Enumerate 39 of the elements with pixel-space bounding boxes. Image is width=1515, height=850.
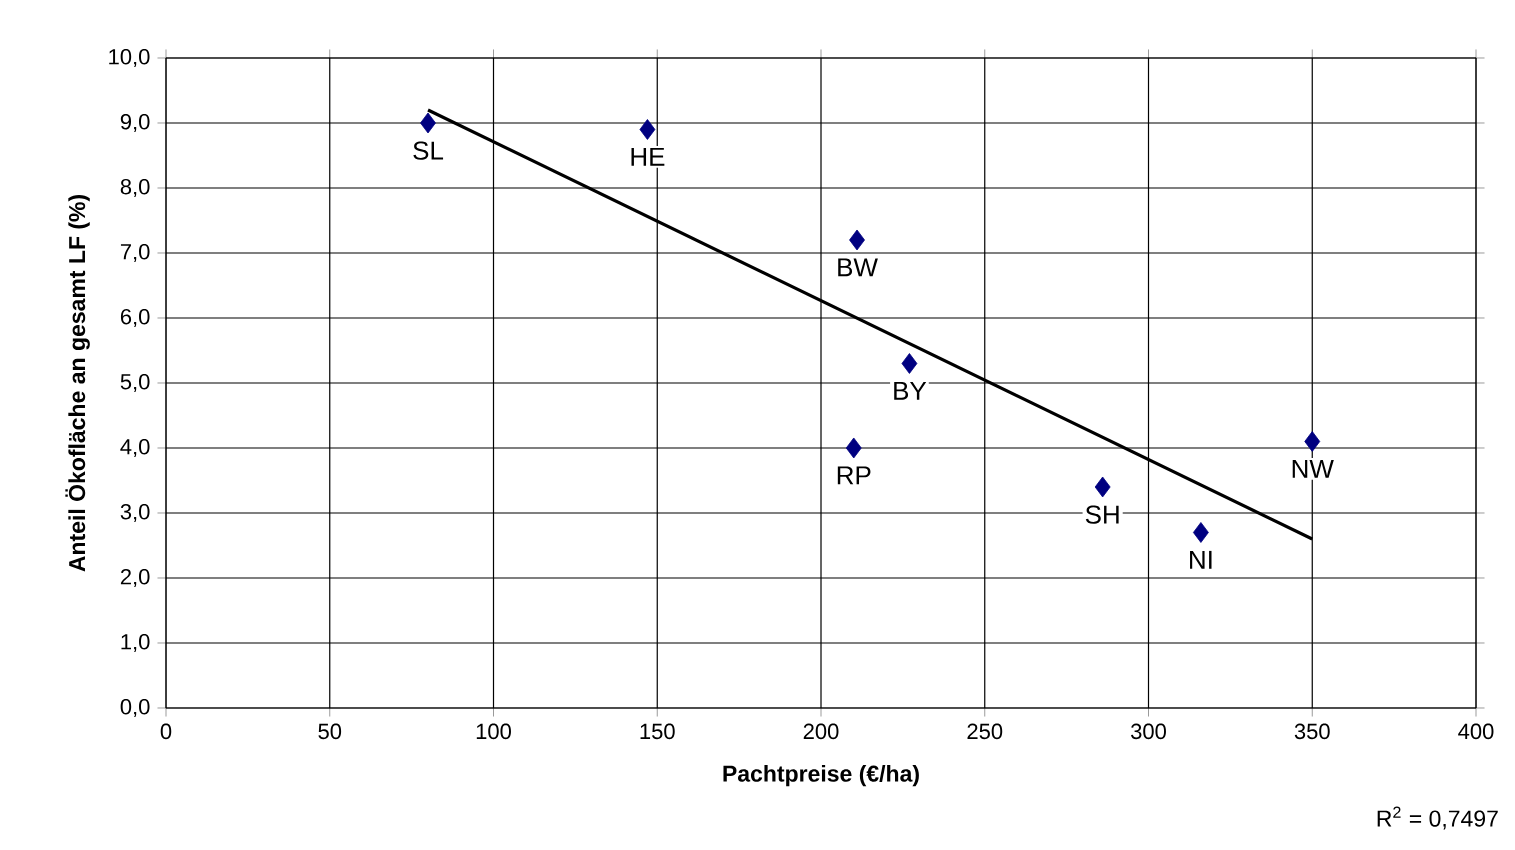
y-tick-label: 7,0 — [120, 243, 150, 263]
y-tick-label: 5,0 — [120, 373, 150, 393]
x-tick-label: 0 — [160, 723, 172, 740]
x-tick-label: 250 — [967, 723, 1003, 740]
y-tick-label: 6,0 — [120, 308, 150, 328]
annotation: NI — [1190, 550, 1212, 569]
x-tick-label: 400 — [1458, 723, 1494, 740]
annotation: RP — [837, 466, 871, 485]
y-tick-label: 0,0 — [120, 698, 150, 718]
point — [1094, 476, 1111, 498]
y-tick-label: 1,0 — [121, 633, 150, 653]
text: R$^{2}$ = 0,7497 — [1377, 806, 1498, 830]
point — [1304, 431, 1321, 452]
y-axis-title: Anteil Ökofläche an gesamt LF (%) — [65, 194, 90, 572]
annotation: HE — [631, 147, 665, 166]
y-tick-label: 10,0 — [109, 48, 150, 68]
y-tick-label: 3,0 — [120, 503, 150, 523]
annotation: BW — [838, 258, 878, 277]
x-tick-label: 350 — [1294, 723, 1330, 740]
y-tick-label: 8,0 — [120, 178, 150, 198]
point — [845, 437, 862, 459]
y-tick-label: 4,0 — [120, 438, 150, 458]
annotation: BY — [894, 381, 927, 400]
x-tick-label: 100 — [476, 723, 511, 740]
x-axis-title: Pachtpreise (€/ha) — [723, 764, 919, 787]
point — [901, 353, 918, 374]
x-tick-label: 200 — [803, 723, 839, 740]
point — [420, 112, 436, 134]
annotation: NW — [1292, 459, 1334, 478]
annotation: SH — [1085, 505, 1119, 524]
x-tick-label: 50 — [318, 723, 342, 740]
x-tick-label: 300 — [1131, 723, 1166, 740]
point — [849, 229, 865, 251]
y-tick-label: 2,0 — [120, 568, 150, 588]
x-tick-label: 150 — [640, 723, 675, 740]
point — [639, 119, 656, 140]
annotation: SL — [413, 141, 444, 160]
point — [1193, 522, 1209, 543]
y-tick-label: 9,0 — [120, 113, 150, 133]
